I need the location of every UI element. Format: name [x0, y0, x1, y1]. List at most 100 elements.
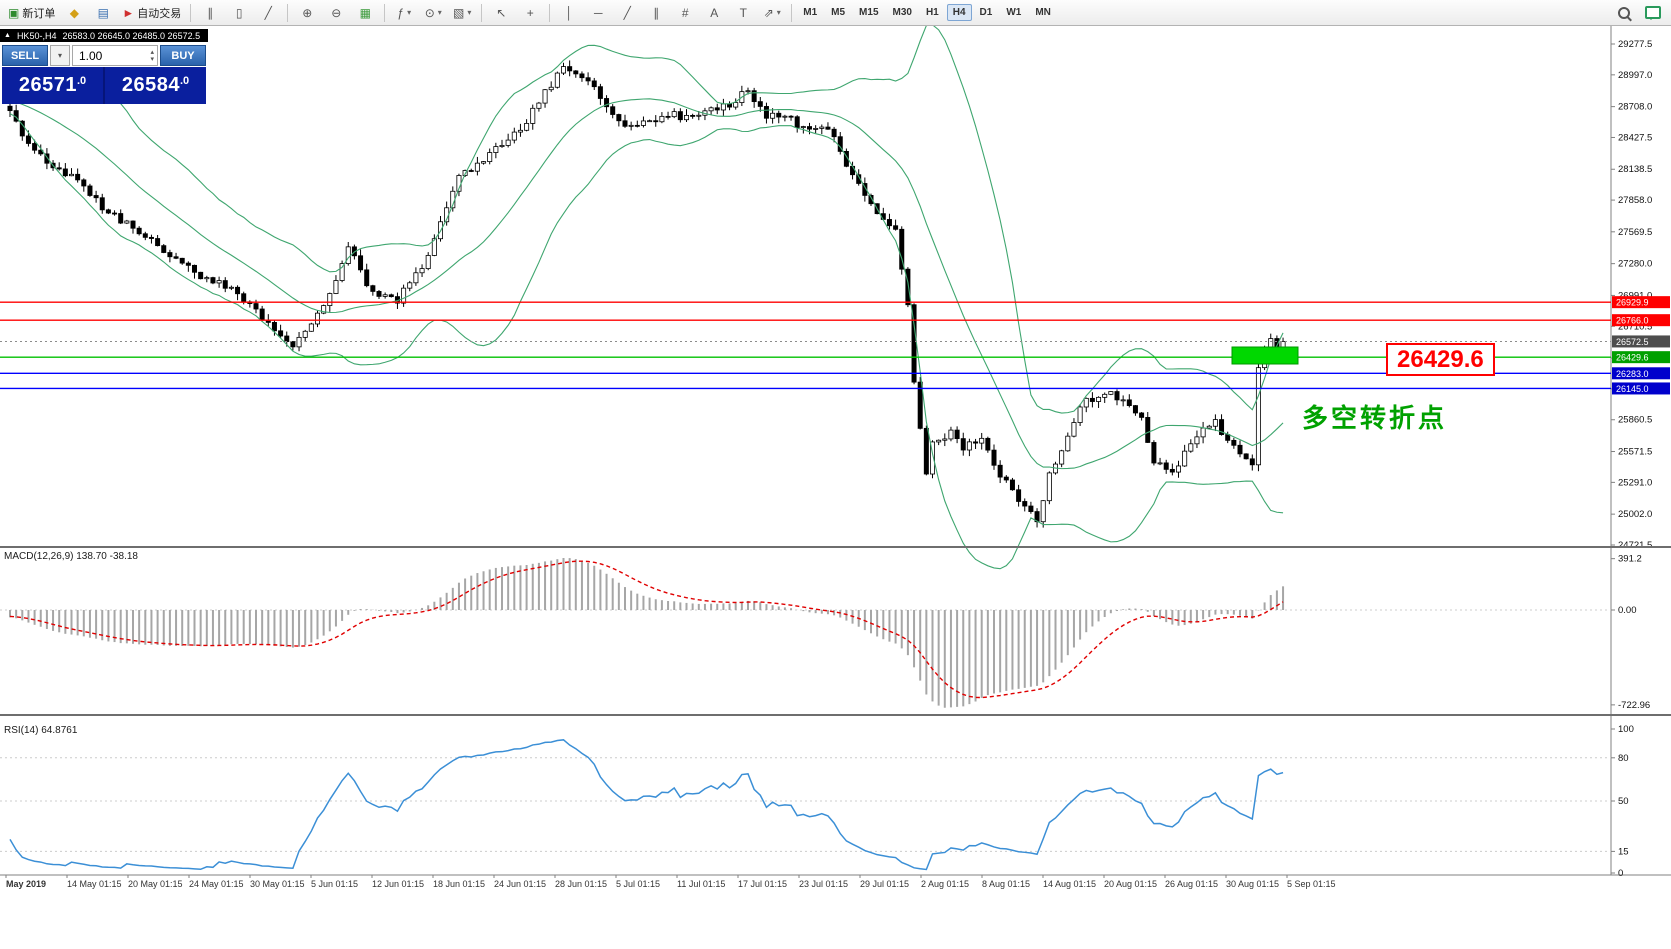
svg-text:26 Aug 01:15: 26 Aug 01:15 [1165, 879, 1218, 889]
timeframe-button-m5[interactable]: M5 [831, 7, 846, 18]
svg-text:24 Jun 01:15: 24 Jun 01:15 [494, 879, 546, 889]
bars-chart-button[interactable]: ∥ [196, 2, 224, 24]
templates-button[interactable]: ▧ ▾ [448, 2, 476, 24]
indicators-icon: ƒ [397, 5, 405, 20]
zoom-out-button[interactable]: ⊖ [322, 2, 350, 24]
timeframe-button-h1[interactable]: H1 [925, 7, 939, 18]
svg-text:8 Aug 01:15: 8 Aug 01:15 [982, 879, 1030, 889]
timeframe-button-m15[interactable]: M15 [859, 7, 879, 18]
cursor-button[interactable]: ↖ [487, 2, 515, 24]
svg-text:26429.6: 26429.6 [1616, 353, 1649, 363]
text-label-button[interactable]: T [729, 2, 757, 24]
chart-title-bar: ▲ HK50-,H4 26583.0 26645.0 26485.0 26572… [0, 29, 209, 42]
svg-text:26572.5: 26572.5 [1616, 337, 1649, 347]
zoom-out-icon: ⊖ [331, 5, 342, 20]
tile-windows-icon: ▦ [359, 5, 371, 20]
market-watch-button[interactable]: ▤ [89, 2, 117, 24]
volume-preset-dropdown[interactable]: ▾ [50, 45, 70, 66]
favorites-button[interactable]: ◆ [60, 2, 88, 24]
svg-text:17 Jul 01:15: 17 Jul 01:15 [738, 879, 787, 889]
buy-button[interactable]: BUY [160, 45, 206, 66]
oneclick-prices: 26571.0 26584.0 [2, 67, 206, 104]
autotrading-label: 自动交易 [137, 7, 182, 20]
svg-text:28 Jun 01:15: 28 Jun 01:15 [555, 879, 607, 889]
svg-text:27280.0: 27280.0 [1618, 259, 1652, 270]
volume-increase-button[interactable]: ▴ [150, 48, 154, 56]
dropdown-caret-icon: ▾ [467, 8, 472, 17]
candlestick-chart-button[interactable]: ▯ [225, 2, 253, 24]
svg-text:-722.96: -722.96 [1618, 700, 1650, 711]
turning-point-annotation[interactable]: 多空转折点 [1302, 403, 1448, 433]
price-annotation[interactable]: 26429.6 [1386, 343, 1495, 376]
new-order-icon: ▣ [8, 5, 20, 20]
zoom-in-button[interactable]: ⊕ [293, 2, 321, 24]
svg-text:26145.0: 26145.0 [1616, 384, 1649, 394]
volume-decrease-button[interactable]: ▾ [150, 55, 154, 63]
indicators-button[interactable]: ƒ ▾ [390, 2, 418, 24]
arrow-tool-button[interactable]: ⇗ ▾ [758, 2, 786, 24]
buy-price-frac: .0 [179, 74, 190, 87]
sell-button[interactable]: SELL [2, 45, 48, 66]
crosshair-button[interactable]: + [516, 2, 544, 24]
clock-icon: ⊙ [424, 5, 435, 20]
timeframe-button-w1[interactable]: W1 [1006, 7, 1022, 18]
svg-text:26710.5: 26710.5 [1618, 321, 1652, 332]
periods-button[interactable]: ⊙ ▾ [419, 2, 447, 24]
volume-field: ▴ ▾ [72, 45, 158, 66]
community-chat-button[interactable] [1639, 2, 1667, 24]
bars-chart-icon: ∥ [207, 5, 214, 20]
svg-text:14 Aug 01:15: 14 Aug 01:15 [1043, 879, 1096, 889]
svg-text:24 May 01:15: 24 May 01:15 [189, 879, 244, 889]
sell-price[interactable]: 26571.0 [2, 67, 103, 104]
dropdown-caret-icon: ▾ [407, 8, 412, 17]
search-button[interactable] [1610, 2, 1638, 24]
autotrading-icon: ► [122, 5, 135, 20]
channel-button[interactable]: ∥ [642, 2, 670, 24]
svg-text:20 Aug 01:15: 20 Aug 01:15 [1104, 879, 1157, 889]
svg-text:15: 15 [1618, 846, 1629, 857]
search-icon [1618, 6, 1630, 19]
one-click-trading-panel: SELL ▾ ▴ ▾ BUY 26571.0 26584.0 [2, 45, 206, 104]
chart-ohlc-values: 26583.0 26645.0 26485.0 26572.5 [62, 30, 201, 41]
svg-text:25860.5: 25860.5 [1618, 415, 1652, 426]
toolbar-separator [190, 3, 192, 22]
svg-text:391.2: 391.2 [1618, 554, 1642, 565]
svg-text:0.00: 0.00 [1618, 605, 1637, 616]
svg-text:12 Jun 01:15: 12 Jun 01:15 [372, 879, 424, 889]
svg-text:23 Jul 01:15: 23 Jul 01:15 [799, 879, 848, 889]
svg-text:80: 80 [1618, 753, 1629, 764]
crosshair-icon: + [526, 5, 534, 20]
channel-icon: ∥ [653, 5, 660, 20]
timeframe-button-mn[interactable]: MN [1035, 7, 1051, 18]
vertical-line-button[interactable]: │ [555, 2, 583, 24]
new-order-button[interactable]: ▣ 新订单 [4, 2, 59, 24]
svg-text:28708.0: 28708.0 [1618, 102, 1652, 113]
cursor-icon: ↖ [496, 5, 507, 20]
trendline-button[interactable]: ╱ [613, 2, 641, 24]
fibonacci-button[interactable]: # [671, 2, 699, 24]
horizontal-line-button[interactable]: ─ [584, 2, 612, 24]
text-button[interactable]: A [700, 2, 728, 24]
svg-text:14 May 01:15: 14 May 01:15 [67, 879, 122, 889]
tile-windows-button[interactable]: ▦ [351, 2, 379, 24]
collapse-arrow-icon[interactable]: ▲ [4, 32, 11, 39]
svg-text:30 May 01:15: 30 May 01:15 [250, 879, 305, 889]
svg-text:20 May 01:15: 20 May 01:15 [128, 879, 183, 889]
svg-text:28427.5: 28427.5 [1618, 132, 1652, 143]
chart-canvas[interactable]: 29277.5 28997.0 28708.0 28427.5 28138.5 27858… [0, 26, 1671, 949]
buy-price[interactable]: 26584.0 [105, 67, 206, 104]
svg-text:29277.5: 29277.5 [1618, 39, 1652, 50]
new-order-label: 新订单 [22, 7, 56, 20]
timeframe-button-m30[interactable]: M30 [892, 7, 912, 18]
timeframe-button-d1[interactable]: D1 [979, 7, 993, 18]
autotrading-button[interactable]: ► 自动交易 [118, 2, 185, 24]
volume-input[interactable] [73, 47, 148, 64]
svg-text:26766.0: 26766.0 [1616, 316, 1649, 326]
timeframe-button-m1[interactable]: M1 [803, 7, 818, 18]
sell-price-main: 26571 [18, 74, 77, 96]
svg-text:5 Sep 01:15: 5 Sep 01:15 [1287, 879, 1336, 889]
toolbar-separator [287, 3, 289, 22]
line-chart-button[interactable]: ╱ [254, 2, 282, 24]
timeframe-button-h4[interactable]: H4 [946, 4, 972, 21]
